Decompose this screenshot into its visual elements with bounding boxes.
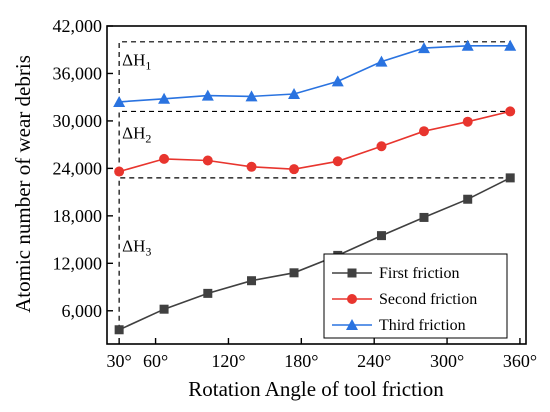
data-point xyxy=(419,212,429,222)
data-point xyxy=(332,156,343,167)
series-2 xyxy=(114,106,516,177)
legend: First friction Second friction Third frict… xyxy=(323,253,508,339)
data-point xyxy=(159,153,170,164)
series-layer xyxy=(113,39,517,335)
x-tick-label: 240° xyxy=(357,351,391,371)
data-point xyxy=(331,75,344,87)
legend-label: First friction xyxy=(379,265,459,282)
y-tick-label: 18,000 xyxy=(53,206,103,226)
legend-entry: First friction xyxy=(332,265,459,282)
data-point xyxy=(289,268,299,278)
data-point xyxy=(375,55,388,67)
data-point xyxy=(418,126,429,137)
x-tick-label: 60° xyxy=(143,351,168,371)
y-tick-label: 42,000 xyxy=(53,16,103,36)
legend-entry: Second friction xyxy=(332,291,477,308)
y-tick-label: 36,000 xyxy=(53,63,103,83)
y-axis-title: Atomic number of wear debris xyxy=(11,55,35,313)
data-point xyxy=(376,231,386,241)
delta-guide xyxy=(118,41,511,102)
data-point xyxy=(504,39,517,51)
data-point xyxy=(245,90,258,102)
x-tick-label: 360° xyxy=(503,351,537,371)
legend-marker xyxy=(347,294,357,304)
data-point xyxy=(247,276,257,286)
data-point xyxy=(463,194,473,204)
y-tick-label: 24,000 xyxy=(53,158,103,178)
x-tick-label: 180° xyxy=(284,351,318,371)
series-line xyxy=(118,177,511,331)
legend-marker xyxy=(346,319,358,330)
data-point xyxy=(417,42,430,54)
data-point xyxy=(201,89,214,101)
data-point xyxy=(114,166,125,177)
series-line xyxy=(119,44,511,103)
legend-marker xyxy=(347,268,357,278)
data-point xyxy=(376,141,387,152)
data-point xyxy=(114,325,124,335)
y-tick-label: 6,000 xyxy=(62,301,103,321)
data-point xyxy=(159,304,169,314)
y-tick-label: 12,000 xyxy=(53,253,103,273)
delta-h-label: ΔH2 xyxy=(122,123,151,145)
data-point xyxy=(113,95,126,107)
series-3 xyxy=(113,39,517,107)
data-point xyxy=(505,173,515,183)
plot-frame xyxy=(106,25,527,345)
data-point xyxy=(462,116,473,127)
data-point xyxy=(461,39,474,51)
data-point xyxy=(203,288,213,298)
delta-guide xyxy=(118,110,511,172)
data-point xyxy=(158,92,171,104)
data-point xyxy=(289,164,300,175)
data-point xyxy=(288,88,301,100)
delta-h-label: ΔH1 xyxy=(122,51,151,73)
delta-h-label: ΔH3 xyxy=(122,236,151,258)
data-point xyxy=(246,161,257,172)
series-line xyxy=(118,110,511,173)
x-axis-title: Rotation Angle of tool friction xyxy=(188,377,444,401)
axis-ticks xyxy=(107,25,521,344)
legend-entry: Third friction xyxy=(332,317,466,334)
data-point xyxy=(202,155,213,166)
delta-annotations: ΔH1 ΔH2 ΔH3 xyxy=(122,51,151,259)
y-tick-label: 30,000 xyxy=(53,111,103,131)
x-tick-label: 120° xyxy=(211,351,245,371)
legend-label: Second friction xyxy=(379,291,477,308)
data-point xyxy=(505,106,516,117)
legend-label: Third friction xyxy=(379,317,466,334)
tick-labels: 30° 60° 120° 180° 240° 300° 360° 6,000 12,000 18,… xyxy=(53,16,538,371)
x-tick-label: 30° xyxy=(107,351,132,371)
x-tick-label: 300° xyxy=(430,351,464,371)
